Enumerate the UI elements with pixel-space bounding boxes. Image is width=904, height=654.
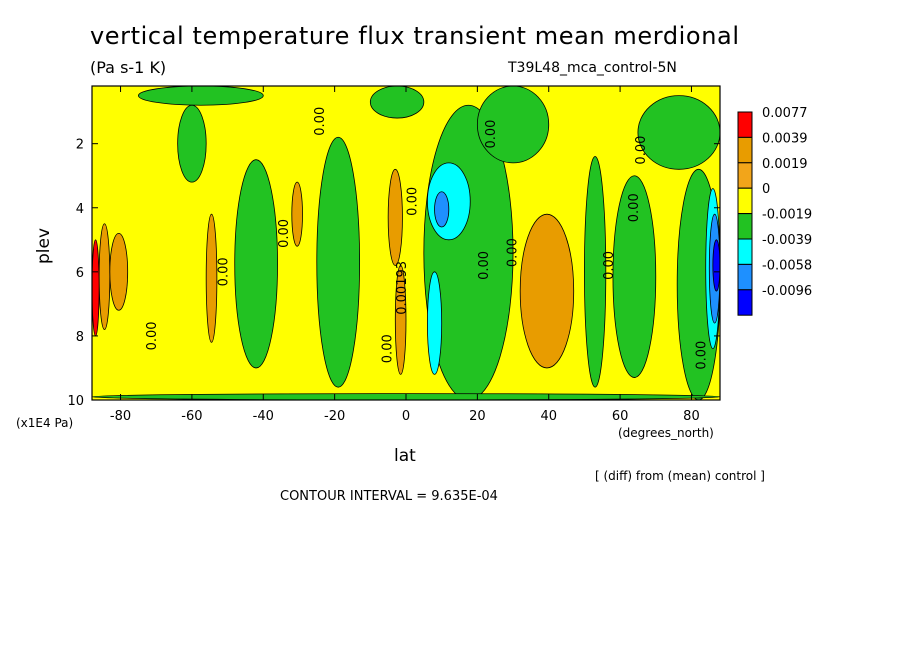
x-tick-label: -20 [324,409,345,424]
colorbar-label: 0 [762,182,770,197]
footnote: [ (diff) from (mean) control ] [595,469,765,483]
contour-label: 0.00193 [395,261,410,315]
colorbar-swatch [737,136,753,164]
contour-region [234,159,278,369]
contour-region [394,265,407,375]
contour-label: 0.00 [381,334,396,363]
colorbar-label: -0.0096 [762,284,812,299]
contour-region [316,136,361,388]
colorbar-swatch [737,111,753,138]
contour-region [637,95,720,170]
contour-label: 0.00 [484,120,499,149]
dataset-label: T39L48_mca_control-5N [508,60,677,76]
contour-region [476,86,550,164]
colorbar-label: 0.0077 [762,106,808,121]
contour-region [109,232,129,311]
contour-region [427,271,443,375]
contour-region [427,162,471,241]
x-tick-label: 40 [540,409,557,424]
contour-label: 0.00 [634,136,649,165]
colorbar-label: -0.0019 [762,208,812,223]
contour-label: 0.00 [217,257,232,286]
colorbar-swatch [737,289,753,316]
contour-label: 0.00 [313,107,328,136]
contour-region [291,181,303,247]
colorbar-label: -0.0039 [762,233,812,248]
contour-region [584,156,607,388]
contour-label: 0.00 [602,251,617,280]
colorbar-swatch [737,238,753,265]
colorbar-swatch [737,187,753,215]
x-axis-units: (degrees_north) [618,426,714,440]
x-tick-label: 20 [469,409,486,424]
colorbar-swatch [737,162,753,189]
contour-label: 0.00 [506,238,521,267]
contour-region [205,213,218,343]
x-tick-label: -80 [110,409,131,424]
y-tick-label: 4 [76,202,84,217]
y-tick-label: 8 [76,330,84,345]
contour-label: 0.00 [627,193,642,222]
contour-region [98,223,111,330]
contour-label: 0.00 [145,321,160,350]
colorbar-label: 0.0019 [762,157,808,172]
contour-region [138,86,264,106]
x-tick-label: -40 [253,409,274,424]
x-axis-label: lat [394,446,416,466]
contour-region [712,239,720,292]
contour-interval: CONTOUR INTERVAL = 9.635E-04 [280,489,498,504]
x-tick-label: 80 [683,409,700,424]
colorbar-swatch [737,213,753,240]
y-tick-label: 6 [76,266,84,281]
chart-units: (Pa s-1 K) [90,58,167,77]
contour-label: 0.00 [477,251,492,280]
contour-label: 0.00 [406,187,421,216]
colorbar-swatch [737,263,753,291]
contour-region [519,213,575,369]
colorbar-label: -0.0058 [762,258,812,273]
contour-label: 0.00 [695,341,710,370]
colorbar-label: 0.0039 [762,131,808,146]
chart-title: vertical temperature flux transient mean… [90,22,740,50]
y-tick-label: 2 [76,138,84,153]
contour-label: 0.00 [277,219,292,248]
contour-region [177,104,207,183]
x-tick-label: 60 [612,409,629,424]
contour-region [369,86,425,119]
contour-region [612,175,657,378]
contour-region [387,168,403,266]
y-axis-units: (x1E4 Pa) [16,416,74,430]
contour-region [92,239,100,337]
y-tick-label: 10 [67,394,84,409]
x-tick-label: -60 [181,409,202,424]
x-tick-label: 0 [402,409,410,424]
contour-region [434,191,450,228]
